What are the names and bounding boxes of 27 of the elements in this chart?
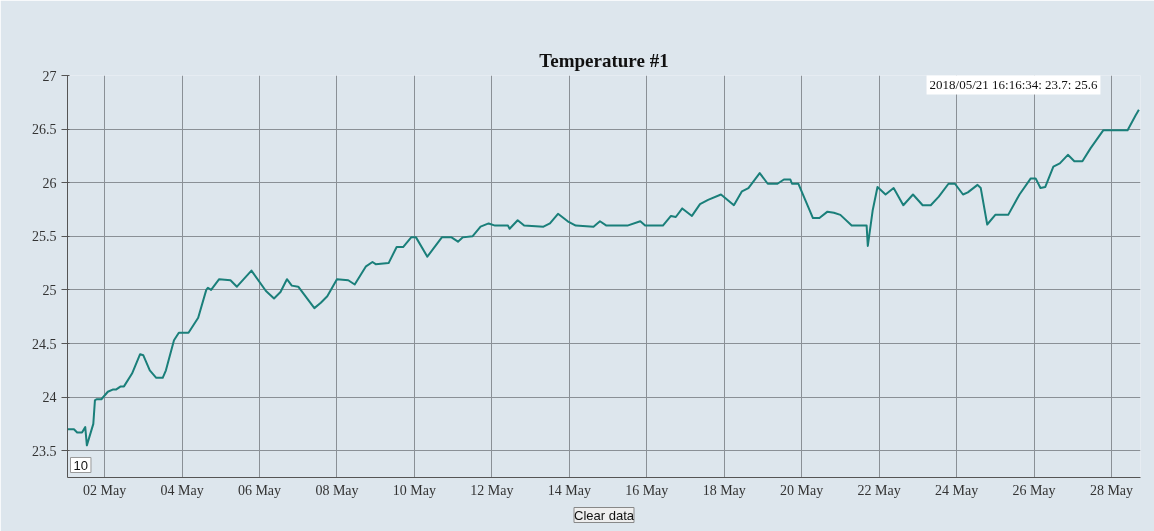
line-series [67,108,1140,447]
x-tick-label: 28 May [1089,482,1134,498]
x-tick-label: 10 May [392,482,436,498]
y-tick-label: 27 [42,68,57,84]
y-tick-label: 26.5 [32,122,57,138]
y-tick-label: 24 [42,390,57,406]
x-tick-label: 12 May [470,482,514,498]
x-tick-label: 26 May [1012,482,1056,498]
x-tick-label: 14 May [547,482,591,498]
x-tick-label: 18 May [702,482,746,498]
x-tick-label: 24 May [934,482,979,498]
y-tick-label: 23.5 [32,443,57,459]
y-tick-label: 25.5 [32,229,57,245]
annotation: 2018/05/21 16:16:34: 23.7: 25.6 [929,76,1098,92]
x-tick-label: 08 May [315,482,359,498]
y-tick-label: 25 [42,282,57,298]
x-tick-label: 22 May [857,482,901,498]
x-tick-label: 04 May [160,482,204,498]
y-tick-label: 26 [42,175,57,191]
text: Clear data [574,507,635,523]
annotation: 10 [73,457,88,473]
x-tick-label: 16 May [625,482,669,498]
x-tick-label: 02 May [83,482,127,498]
x-tick-label: 06 May [237,482,282,498]
x-tick-label: 20 May [780,482,824,498]
chart-title: Temperature #1 [539,49,669,71]
y-tick-label: 24.5 [32,336,57,352]
